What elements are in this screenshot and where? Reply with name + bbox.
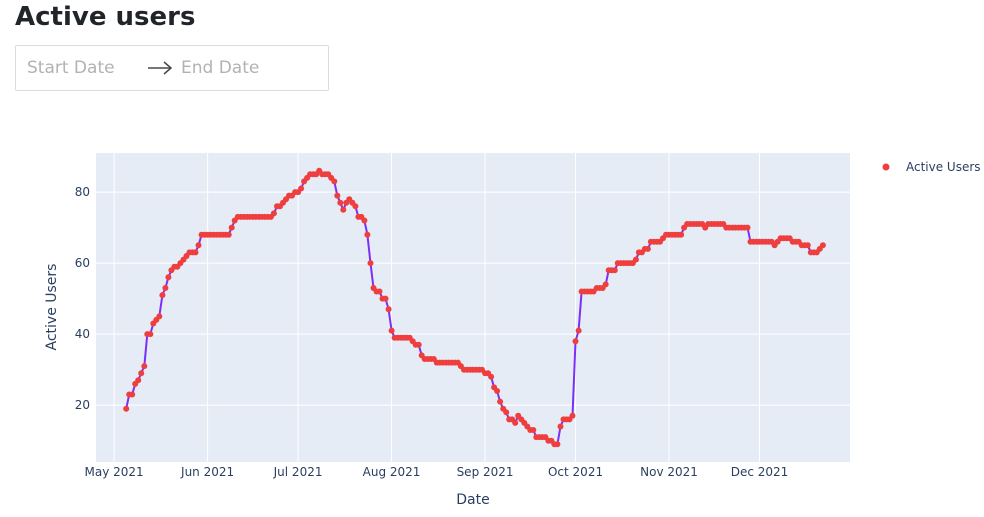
data-point [415, 341, 422, 348]
data-point [129, 391, 136, 398]
data-point [337, 199, 344, 206]
data-point [165, 274, 172, 281]
data-point [804, 242, 811, 249]
data-point [611, 267, 618, 274]
data-point [644, 245, 651, 252]
data-point [331, 178, 338, 185]
legend-label: Active Users [906, 160, 981, 174]
grid-lines [96, 153, 850, 462]
data-point [225, 231, 232, 238]
data-point [385, 306, 392, 313]
data-point [530, 427, 537, 433]
date-range-picker[interactable] [15, 45, 329, 91]
data-point [361, 217, 368, 224]
data-point [497, 398, 504, 405]
data-point [488, 373, 495, 380]
data-point [503, 409, 510, 416]
data-point [270, 210, 277, 217]
x-axis-ticks: May 2021 Jun 2021 Jul 2021 Aug 2021 Sep 2021… [85, 465, 789, 479]
data-point [352, 203, 359, 210]
data-point [575, 327, 582, 334]
data-point [123, 405, 130, 412]
y-axis-ticks: 20 40 60 80 [75, 185, 90, 412]
data-point [569, 412, 576, 419]
data-point [512, 419, 519, 426]
x-axis-title: Date [456, 492, 489, 508]
legend[interactable]: Active Users [882, 160, 981, 174]
data-point [156, 313, 163, 320]
x-tick-label: Dec 2021 [731, 465, 789, 479]
data-point [195, 242, 202, 249]
arrow-right-icon [148, 61, 173, 75]
data-point [819, 242, 826, 249]
data-point [632, 256, 639, 263]
plot-background [96, 153, 850, 462]
data-point [298, 185, 305, 192]
start-date-input[interactable] [27, 46, 147, 90]
data-point [228, 224, 235, 231]
x-tick-label: Sep 2021 [457, 465, 514, 479]
data-point [138, 370, 145, 377]
end-date-input[interactable] [181, 46, 321, 90]
data-point [557, 423, 564, 430]
x-tick-label: Nov 2021 [640, 465, 698, 479]
data-point [554, 441, 561, 448]
x-tick-label: May 2021 [85, 465, 144, 479]
x-tick-label: Jun 2021 [180, 465, 234, 479]
data-point [602, 281, 609, 288]
data-point [192, 249, 199, 256]
legend-marker [882, 163, 890, 171]
data-point [340, 206, 347, 213]
data-point [135, 377, 142, 384]
data-point [147, 331, 154, 338]
y-tick-label: 80 [75, 185, 90, 199]
x-tick-label: Aug 2021 [363, 465, 421, 479]
y-tick-label: 20 [75, 398, 90, 412]
data-point [141, 363, 148, 370]
y-axis-title: Active Users [44, 264, 60, 351]
page-title: Active users [15, 2, 196, 32]
data-point [334, 192, 341, 199]
y-tick-label: 60 [75, 256, 90, 270]
x-tick-label: Oct 2021 [548, 465, 603, 479]
data-point [494, 388, 501, 394]
x-tick-label: Jul 2021 [273, 465, 323, 479]
data-point [376, 288, 383, 295]
data-point [382, 295, 389, 302]
data-point [162, 285, 169, 291]
data-point [367, 260, 374, 267]
data-point [388, 327, 395, 334]
data-point [744, 224, 751, 231]
data-point [364, 231, 371, 238]
data-point [159, 292, 166, 299]
y-tick-label: 40 [75, 327, 90, 341]
active-users-markers [123, 167, 826, 448]
data-point [678, 231, 685, 238]
data-point [572, 338, 579, 345]
